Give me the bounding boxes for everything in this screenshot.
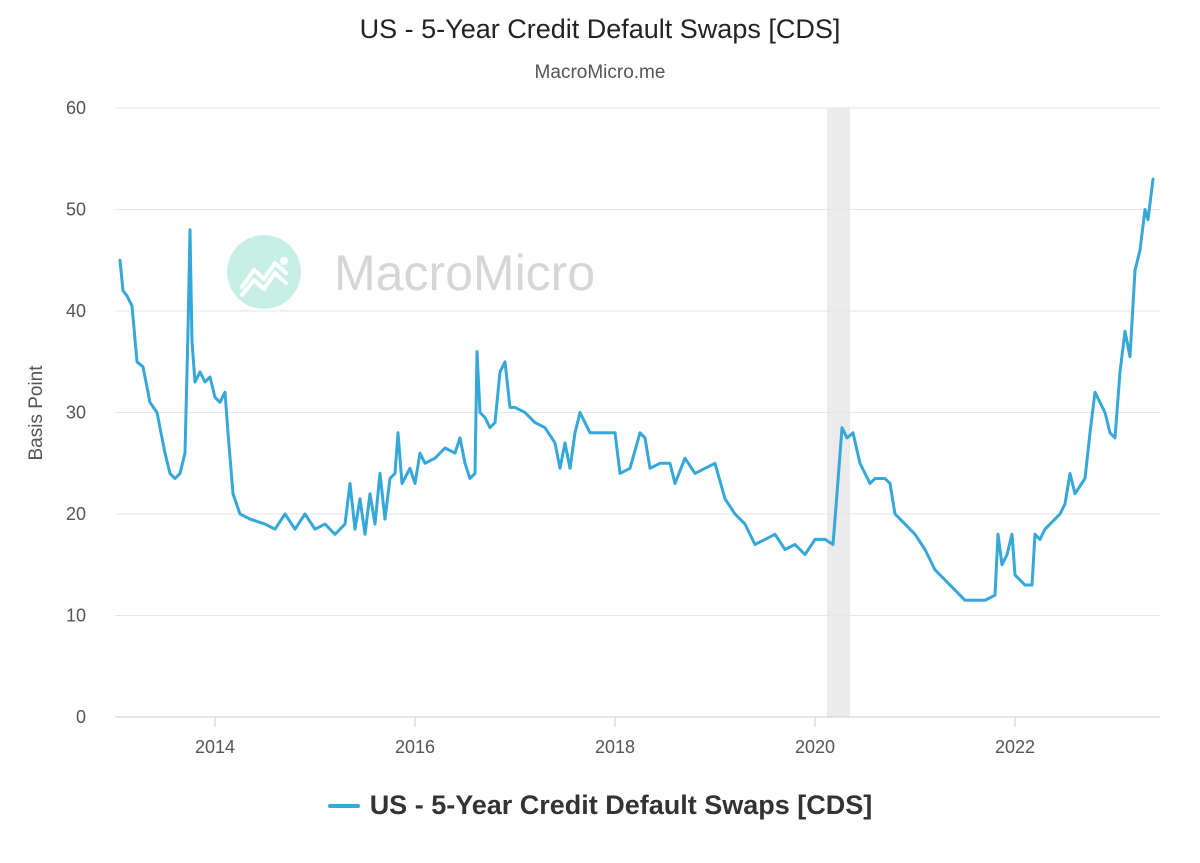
y-tick-label: 0 — [76, 707, 86, 727]
y-tick-label: 30 — [66, 403, 86, 423]
x-tick-label: 2022 — [995, 737, 1035, 757]
watermark-logo: MacroMicro — [227, 235, 595, 309]
legend[interactable]: US - 5-Year Credit Default Swaps [CDS] — [0, 790, 1200, 821]
x-tick-label: 2018 — [595, 737, 635, 757]
legend-label: US - 5-Year Credit Default Swaps [CDS] — [369, 790, 873, 820]
y-tick-label: 10 — [66, 606, 86, 626]
y-tick-label: 20 — [66, 504, 86, 524]
series-line[interactable] — [118, 177, 1155, 602]
legend-swatch — [327, 803, 360, 808]
y-tick-label: 40 — [66, 301, 86, 321]
watermark-text: MacroMicro — [334, 245, 595, 301]
x-tick-label: 2020 — [795, 737, 835, 757]
y-axis-title: Basis Point — [26, 365, 47, 461]
x-tick-label: 2016 — [395, 737, 435, 757]
y-tick-label: 50 — [66, 200, 86, 220]
y-tick-label: 60 — [66, 98, 86, 118]
x-tick-label: 2014 — [195, 737, 235, 757]
chart-title: US - 5-Year Credit Default Swaps [CDS] — [359, 14, 841, 44]
chart-subtitle: MacroMicro.me — [534, 62, 666, 83]
